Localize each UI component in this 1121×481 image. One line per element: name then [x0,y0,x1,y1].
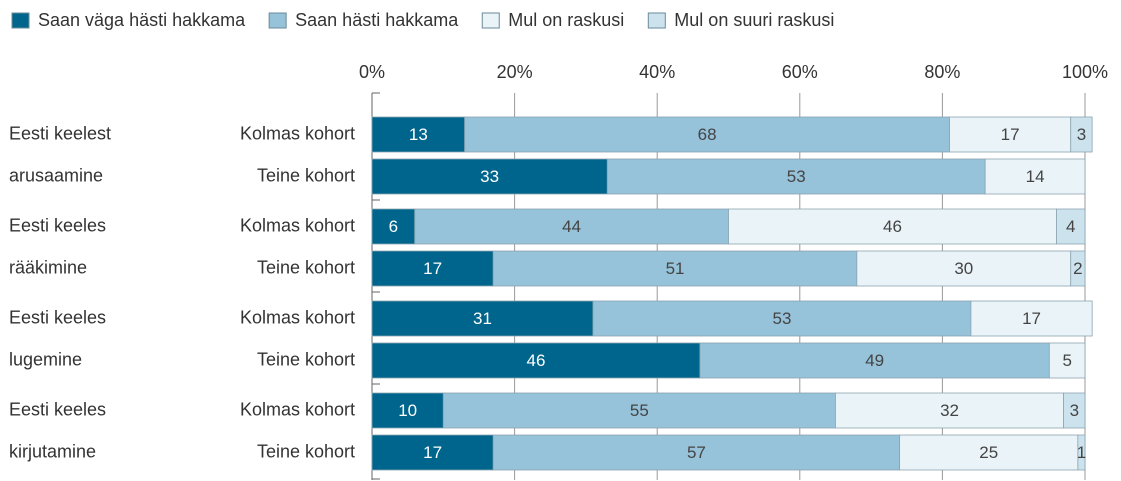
value-label: 5 [1062,351,1071,370]
bar-segment [371,392,444,429]
bar-segment [899,434,1079,471]
y-tick-label: Kolmas kohort [240,123,355,143]
bar-segment [492,434,901,471]
bar-segment [606,158,986,195]
y-tick-label: Teine kohort [257,257,355,277]
bar-segment [414,208,729,245]
bar-segment [442,392,836,429]
value-label: 55 [630,401,649,420]
value-label: 33 [480,167,499,186]
legend-swatch [268,12,287,29]
bar-segment [699,342,1050,379]
y-tick-label: Kolmas kohort [240,399,355,419]
bar-segment [1048,342,1086,379]
legend-swatch [481,12,500,29]
bar-segment [1070,116,1093,153]
x-tick-label: 40% [639,62,675,82]
x-tick-label: 80% [924,62,960,82]
legend-label: Mul on suuri raskusi [674,10,834,30]
bar-segment [492,250,858,287]
legend-label: Saan hästi hakkama [295,10,459,30]
value-label: 13 [409,125,428,144]
value-label: 10 [398,401,417,420]
bar-segment [949,116,1072,153]
value-label: 32 [940,401,959,420]
bar-segment [1063,392,1086,429]
bar-segment [592,300,972,337]
value-label: 53 [773,309,792,328]
bar-segment [1070,250,1086,287]
y-tick-label: Teine kohort [257,165,355,185]
value-label: 2 [1073,259,1082,278]
bar-segment [371,342,701,379]
bar-segment [371,208,416,245]
group-label: Eesti keeles [9,399,106,419]
bar-segment [464,116,950,153]
value-label: 57 [687,443,706,462]
value-label: 17 [423,443,442,462]
group-label: lugemine [9,349,82,369]
value-label: 4 [1066,217,1075,236]
value-label: 53 [787,167,806,186]
y-tick-label: Teine kohort [257,349,355,369]
value-label: 17 [1022,309,1041,328]
x-tick-label: 60% [782,62,818,82]
value-label: 1 [1077,443,1086,462]
value-label: 46 [883,217,902,236]
y-tick-label: Kolmas kohort [240,307,355,327]
bar-segment [371,250,494,287]
value-label: 3 [1070,401,1079,420]
value-label: 30 [954,259,973,278]
group-label: kirjutamine [9,441,96,461]
value-label: 17 [423,259,442,278]
bar-segment [835,392,1065,429]
bar-segment [856,250,1072,287]
value-label: 6 [389,217,398,236]
y-tick-label: Teine kohort [257,441,355,461]
group-label: rääkimine [9,257,87,277]
bar-segment [371,300,594,337]
value-label: 68 [698,125,717,144]
value-label: 51 [666,259,685,278]
bar-segment [371,116,466,153]
value-label: 46 [527,351,546,370]
value-label: 49 [865,351,884,370]
legend-label: Saan väga hästi hakkama [38,10,246,30]
value-label: 31 [473,309,492,328]
value-label: 14 [1026,167,1045,186]
legend-label: Mul on raskusi [508,10,624,30]
group-label: Eesti keeles [9,307,106,327]
legend-swatch [11,12,30,29]
group-label: Eesti keeles [9,215,106,235]
legend-swatch [647,12,666,29]
bar-segment [984,158,1086,195]
bar-segment [371,158,608,195]
value-label: 3 [1077,125,1086,144]
group-label: arusaamine [9,165,103,185]
value-label: 17 [1001,125,1020,144]
value-label: 25 [979,443,998,462]
bar-segment [728,208,1057,245]
y-tick-label: Kolmas kohort [240,215,355,235]
group-label: Eesti keelest [9,123,111,143]
bar-segment [1077,434,1086,471]
x-tick-label: 20% [497,62,533,82]
value-label: 44 [562,217,581,236]
bar-segment [371,434,494,471]
bar-segment [1056,208,1086,245]
bar-segment [970,300,1093,337]
x-tick-label: 100% [1062,62,1108,82]
x-tick-label: 0% [359,62,385,82]
